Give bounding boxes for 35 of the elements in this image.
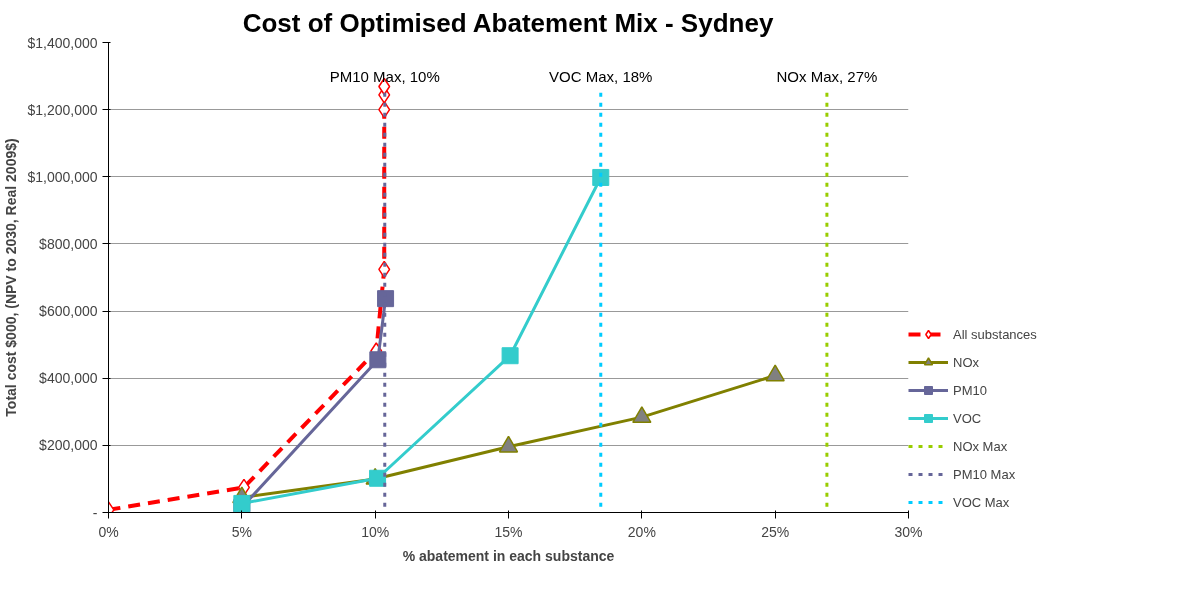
legend-label: PM10 Max: [953, 466, 1017, 482]
annotation: NOx Max, 27%: [776, 67, 878, 85]
y-tick-label: $1,000,000: [27, 168, 98, 185]
x-axis-title: % abatement in each substance: [402, 547, 615, 564]
x-tick-label: 0%: [98, 523, 119, 540]
point: [501, 347, 519, 365]
point: [369, 469, 387, 487]
x-tick-label: 30%: [894, 523, 923, 540]
y-tick-label: $1,200,000: [27, 101, 98, 118]
y-tick-label: $600,000: [39, 303, 98, 320]
annotation: VOC Max, 18%: [549, 67, 653, 85]
x-tick-label: 25%: [761, 523, 790, 540]
annotation: PM10 Max, 10%: [329, 67, 440, 85]
y-tick-label: $200,000: [39, 437, 98, 454]
x-tick-label: 15%: [494, 523, 523, 540]
chart-title: Cost of Optimised Abatement Mix - Sydney: [242, 7, 774, 38]
x-tick-label: 10%: [361, 523, 390, 540]
legend-label: PM10: [953, 382, 988, 398]
legend-label: VOC: [953, 410, 983, 426]
x-tick-label: 20%: [627, 523, 656, 540]
point: [369, 351, 387, 369]
legend-label: All substances: [953, 326, 1038, 342]
y-tick-label: $400,000: [39, 370, 98, 387]
y-tick-label: $1,400,000: [27, 34, 98, 51]
legend-label: VOC Max: [953, 494, 1011, 510]
point: [632, 406, 652, 424]
point: [592, 168, 610, 186]
point: [233, 494, 251, 512]
y-axis-title: Total cost $000, (NPV to 2030, Real 2009$): [3, 138, 20, 417]
point: [377, 290, 395, 308]
x-tick-label: 5%: [231, 523, 252, 540]
y-tick-label: -: [92, 504, 98, 521]
legend-label: NOx Max: [953, 438, 1009, 454]
y-tick-label: $800,000: [39, 235, 98, 252]
legend-label: NOx: [953, 354, 980, 370]
